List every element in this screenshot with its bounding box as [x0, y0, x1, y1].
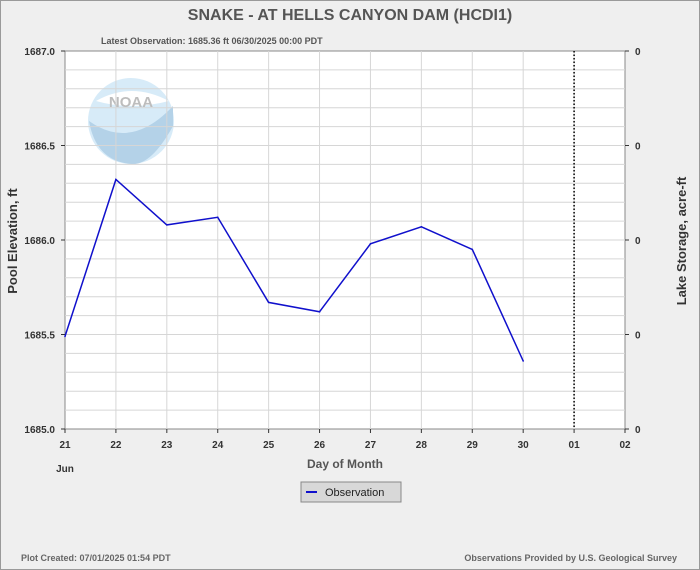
x-month-label: Jun: [56, 464, 74, 475]
plot-created-text: Plot Created: 07/01/2025 01:54 PDT: [21, 553, 171, 563]
noaa-logo-text: NOAA: [109, 94, 153, 111]
x-tick-label: 24: [212, 440, 224, 451]
observation-point: [216, 216, 219, 219]
series-layer: [64, 178, 524, 362]
x-tick-label: 28: [416, 440, 428, 451]
x-tick-label: 02: [619, 440, 631, 451]
x-tick-label: 30: [518, 440, 530, 451]
y2-tick-label: 0: [635, 142, 641, 153]
y-tick-label: 1685.5: [24, 331, 55, 342]
y-tick-label: 1685.0: [24, 425, 55, 436]
y-axis-label: Pool Elevation, ft: [5, 188, 20, 294]
observation-point: [420, 225, 423, 228]
observation-point: [318, 311, 321, 313]
legend-label: Observation: [325, 487, 384, 499]
grid-lines: [65, 51, 625, 429]
observation-point: [522, 360, 524, 362]
y-tick-label: 1686.5: [24, 142, 55, 153]
legend-box: [300, 481, 402, 503]
x-tick-label: 26: [314, 440, 326, 451]
x-tick-label: 25: [263, 440, 275, 451]
x-tick-label: 27: [365, 440, 377, 451]
x-tick-label: 21: [59, 440, 71, 451]
x-axis-ticks: 21 22 23 24 25 26 27 28 29 30 01 02: [59, 429, 631, 451]
y-tick-label: 1686.0: [24, 236, 55, 247]
latest-observation: Latest Observation: 1685.36 ft 06/30/202…: [101, 36, 323, 46]
data-source-text: Observations Provided by U.S. Geological…: [464, 553, 677, 563]
observation-point: [267, 301, 270, 304]
observation-point: [369, 242, 372, 245]
y2-tick-label: 0: [635, 331, 641, 342]
observation-point: [166, 224, 168, 226]
y2-tick-label: 0: [635, 425, 641, 436]
x-tick-label: 23: [161, 440, 173, 451]
observation-point: [115, 178, 117, 181]
observation-point: [64, 335, 66, 338]
x-tick-label: 22: [110, 440, 122, 451]
y2-tick-label: 0: [635, 236, 641, 247]
y-tick-label: 1687.0: [24, 47, 55, 58]
x-tick-label: 29: [467, 440, 479, 451]
observation-point: [471, 248, 474, 251]
y2-axis-ticks: 0 0 0 0 0: [625, 47, 641, 436]
y2-tick-label: 0: [635, 47, 641, 58]
legend: Observation: [300, 481, 402, 503]
x-tick-label: 01: [569, 440, 581, 451]
noaa-logo: NOAA: [88, 78, 174, 165]
x-axis-label: Day of Month: [307, 457, 383, 471]
observation-series-line: [64, 178, 524, 362]
y-axis-ticks: 1685.0 1685.5 1686.0 1686.5 1687.0: [24, 47, 65, 436]
y2-axis-label: Lake Storage, acre-ft: [674, 176, 689, 305]
chart-title: SNAKE - AT HELLS CANYON DAM (HCDI1): [188, 7, 512, 24]
